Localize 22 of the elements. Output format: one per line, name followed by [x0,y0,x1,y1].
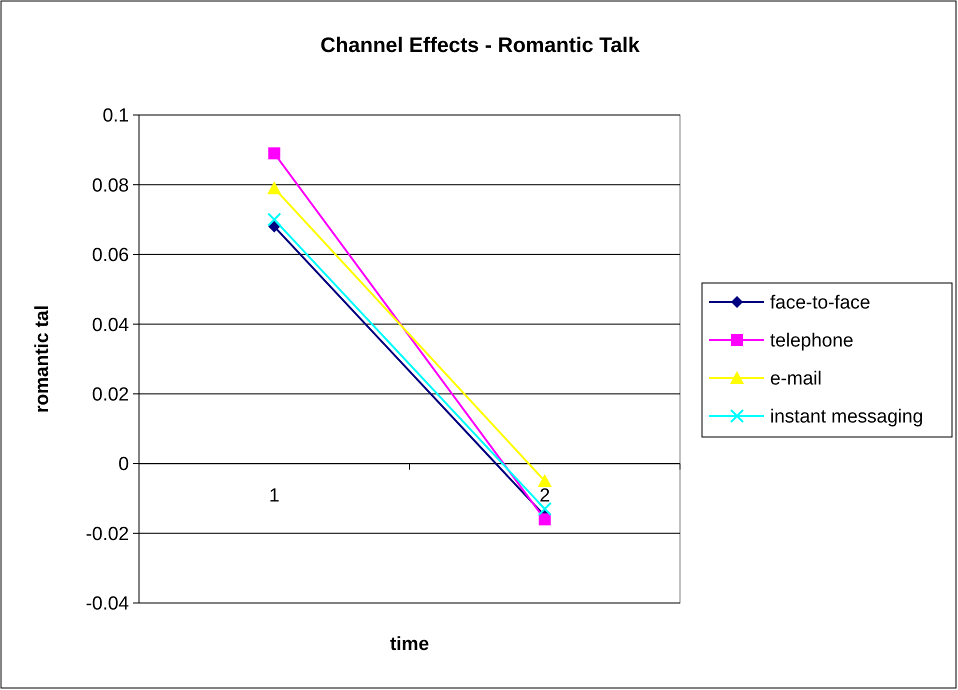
point [268,220,280,233]
y-tick-label: 0.06 [92,245,129,266]
point [268,147,280,160]
y-tick-label: -0.04 [86,594,130,615]
point [538,502,552,516]
point [267,212,282,227]
legend-label: e-mail [770,368,822,390]
y-tick-label: 0.04 [92,314,130,336]
legend-label: face-to-face [770,292,870,314]
y-axis-title: romantic tal [32,305,53,413]
y-tick-label: 0.1 [102,106,129,127]
legend-label: instant messaging [770,406,924,428]
x-tick-label: 2 [539,486,550,507]
legend-label: telephone [770,330,854,352]
point [538,513,551,526]
y-tick-label: 0.08 [92,175,129,196]
chart-title: Channel Effects - Romantic Talk [320,34,640,57]
x-tick-label: 1 [268,486,280,507]
y-tick-label: 0 [118,454,129,476]
y-tick-label: 0.02 [92,384,129,406]
x-axis-title: time [390,634,430,655]
y-tick-label: -0.02 [86,524,129,545]
